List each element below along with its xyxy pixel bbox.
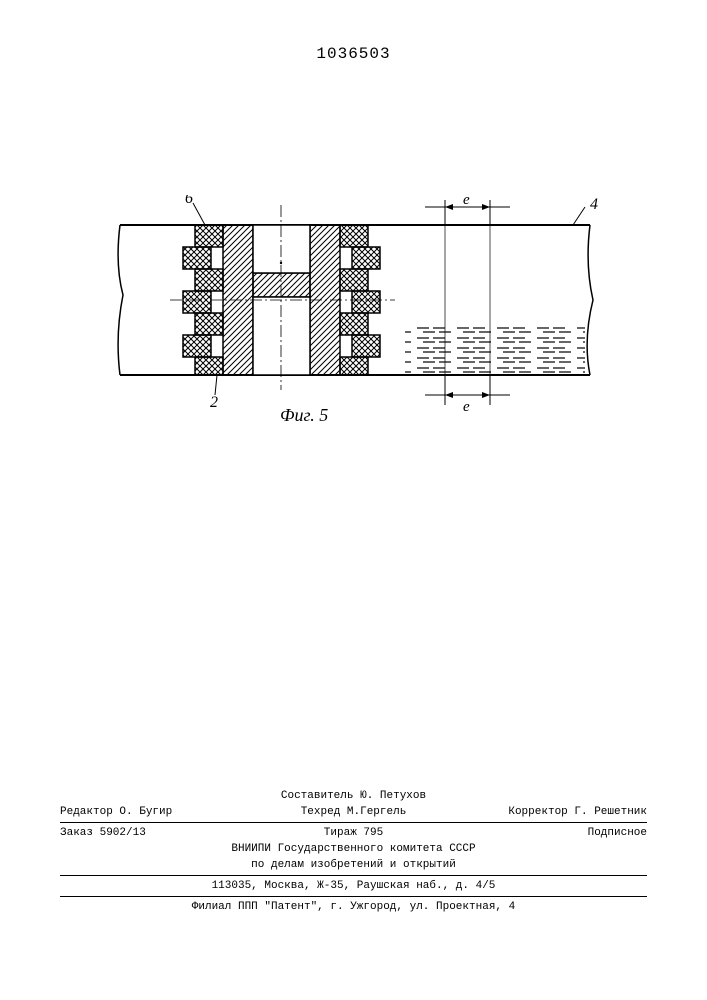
subscription: Подписное [451,827,647,839]
footer-block: Составитель Ю. Петухов Редактор О. Бугир… [60,788,647,915]
techred: Техред М.Гергель [256,806,452,818]
page: 1036503 [0,0,707,1000]
address2: Филиал ППП "Патент", г. Ужгород, ул. Про… [60,899,647,915]
tirazh: Тираж 795 [256,827,452,839]
address1: 113035, Москва, Ж-35, Раушская наб., д. … [60,878,647,894]
org1: ВНИИПИ Государственного комитета СССР [60,841,647,857]
dim-e-top: e [463,195,470,208]
document-number: 1036503 [316,45,390,63]
corrector: Корректор Г. Решетник [451,806,647,818]
order-row: Заказ 5902/13 Тираж 795 Подписное [60,825,647,841]
staff-row: Редактор О. Бугир Техред М.Гергель Корре… [60,804,647,820]
figure-caption: Фиг. 5 [280,405,328,426]
diagram-svg: 6 4 2 e e [95,195,615,415]
org2: по делам изобретений и открытий [60,857,647,873]
editor: Редактор О. Бугир [60,806,256,818]
ref-4-label: 4 [590,196,598,213]
order: Заказ 5902/13 [60,827,256,839]
compiler-line: Составитель Ю. Петухов [60,788,647,804]
dim-e-bottom: e [463,399,470,415]
ref-6-label: 6 [185,195,193,207]
ref-2-label: 2 [210,394,218,411]
figure-5: 6 4 2 e e [95,195,615,415]
